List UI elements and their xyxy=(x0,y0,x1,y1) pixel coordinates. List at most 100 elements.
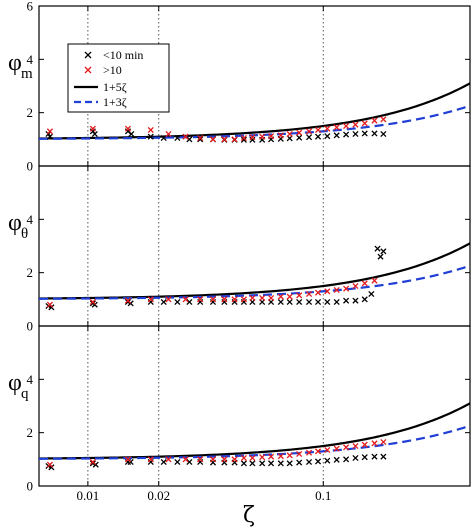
data-point xyxy=(240,454,247,462)
y-axis-label: φ xyxy=(8,210,22,236)
data-point xyxy=(296,134,303,141)
data-point xyxy=(296,292,303,299)
data-point xyxy=(361,454,368,461)
markers xyxy=(45,245,387,311)
data-point xyxy=(147,456,154,463)
data-point xyxy=(46,128,53,135)
data-point xyxy=(46,301,53,308)
legend-label: 1+3ζ xyxy=(103,95,127,109)
data-point xyxy=(286,298,293,306)
legend-entry: 1+5ζ xyxy=(74,80,127,94)
legend-label: <10 min xyxy=(103,48,143,62)
data-point xyxy=(352,297,359,304)
data-point xyxy=(46,133,53,140)
data-point xyxy=(209,296,217,303)
data-point xyxy=(324,125,331,132)
data-point xyxy=(352,130,359,138)
data-point xyxy=(352,454,359,462)
panel: 0 2 4φ θ xyxy=(8,165,471,334)
data-point xyxy=(259,294,266,302)
data-point xyxy=(186,458,193,466)
data-point xyxy=(380,116,387,123)
y-axis-label-subscript: m xyxy=(21,66,33,82)
y-tick-label: 6 xyxy=(27,0,34,14)
data-point xyxy=(286,460,293,467)
data-point xyxy=(305,128,313,135)
data-point xyxy=(259,460,266,467)
data-point xyxy=(343,456,350,463)
data-point xyxy=(380,248,387,255)
data-point xyxy=(277,298,284,306)
data-point xyxy=(277,460,284,467)
data-point xyxy=(343,444,350,451)
data-point xyxy=(182,456,189,463)
data-point xyxy=(371,130,378,137)
legend-box xyxy=(67,43,170,113)
data-point xyxy=(182,133,189,140)
markers xyxy=(45,438,387,471)
y-tick-label: 0 xyxy=(27,159,34,174)
data-point xyxy=(231,136,238,143)
data-point xyxy=(333,286,340,294)
data-point xyxy=(377,253,384,260)
data-point xyxy=(249,460,256,467)
data-point xyxy=(197,456,204,463)
x-tick-label: 0.1 xyxy=(315,488,331,503)
data-point xyxy=(165,296,172,303)
markers xyxy=(45,116,387,143)
y-axis-label-subscript: θ xyxy=(21,226,28,242)
data-point xyxy=(361,120,368,127)
data-point xyxy=(165,456,172,463)
data-point xyxy=(160,458,167,466)
data-point xyxy=(174,134,181,142)
data-point xyxy=(277,293,284,300)
x-axis: 0.01 0.02 0.1 ζ xyxy=(76,488,331,528)
data-point xyxy=(324,446,331,454)
data-point xyxy=(197,296,204,303)
data-point xyxy=(305,134,313,141)
data-point xyxy=(371,440,378,447)
data-point xyxy=(324,133,331,140)
y-axis-label-subscript: q xyxy=(21,386,29,402)
data-point xyxy=(352,282,359,290)
y-tick-label: 2 xyxy=(27,425,34,440)
curve-solid xyxy=(39,242,470,300)
legend: <10 min >10 1+5ζ 1+3ζ xyxy=(67,43,170,113)
data-point xyxy=(324,457,331,464)
data-point xyxy=(374,245,381,252)
data-point xyxy=(124,125,132,132)
data-point xyxy=(352,121,359,128)
data-point xyxy=(333,456,340,463)
data-point xyxy=(286,293,293,300)
y-tick-label: 4 xyxy=(27,372,34,387)
data-point xyxy=(333,298,340,306)
data-point xyxy=(160,298,167,306)
data-point xyxy=(197,134,204,142)
data-point xyxy=(286,130,293,138)
y-tick-label: 4 xyxy=(27,52,34,67)
panel-frame xyxy=(38,165,471,327)
data-point xyxy=(296,450,303,458)
data-point xyxy=(186,136,193,143)
data-point xyxy=(174,298,181,306)
curves xyxy=(39,402,470,460)
data-point xyxy=(231,296,238,303)
data-point xyxy=(343,285,350,292)
curves xyxy=(39,242,470,300)
legend-entry: 1+3ζ xyxy=(74,95,127,109)
data-point xyxy=(314,126,322,134)
panel-frame xyxy=(38,325,471,487)
data-point xyxy=(231,456,238,463)
data-point xyxy=(259,454,266,461)
data-point xyxy=(361,130,368,137)
data-point xyxy=(286,452,293,459)
data-point xyxy=(249,294,256,302)
panel: 0 2 4φ q xyxy=(8,325,471,494)
data-point xyxy=(240,296,247,303)
x-axis-label: ζ xyxy=(243,503,255,528)
data-point xyxy=(380,438,387,446)
data-point xyxy=(174,458,181,466)
data-point xyxy=(305,458,313,466)
legend-marker xyxy=(84,66,92,74)
data-point xyxy=(380,453,387,460)
